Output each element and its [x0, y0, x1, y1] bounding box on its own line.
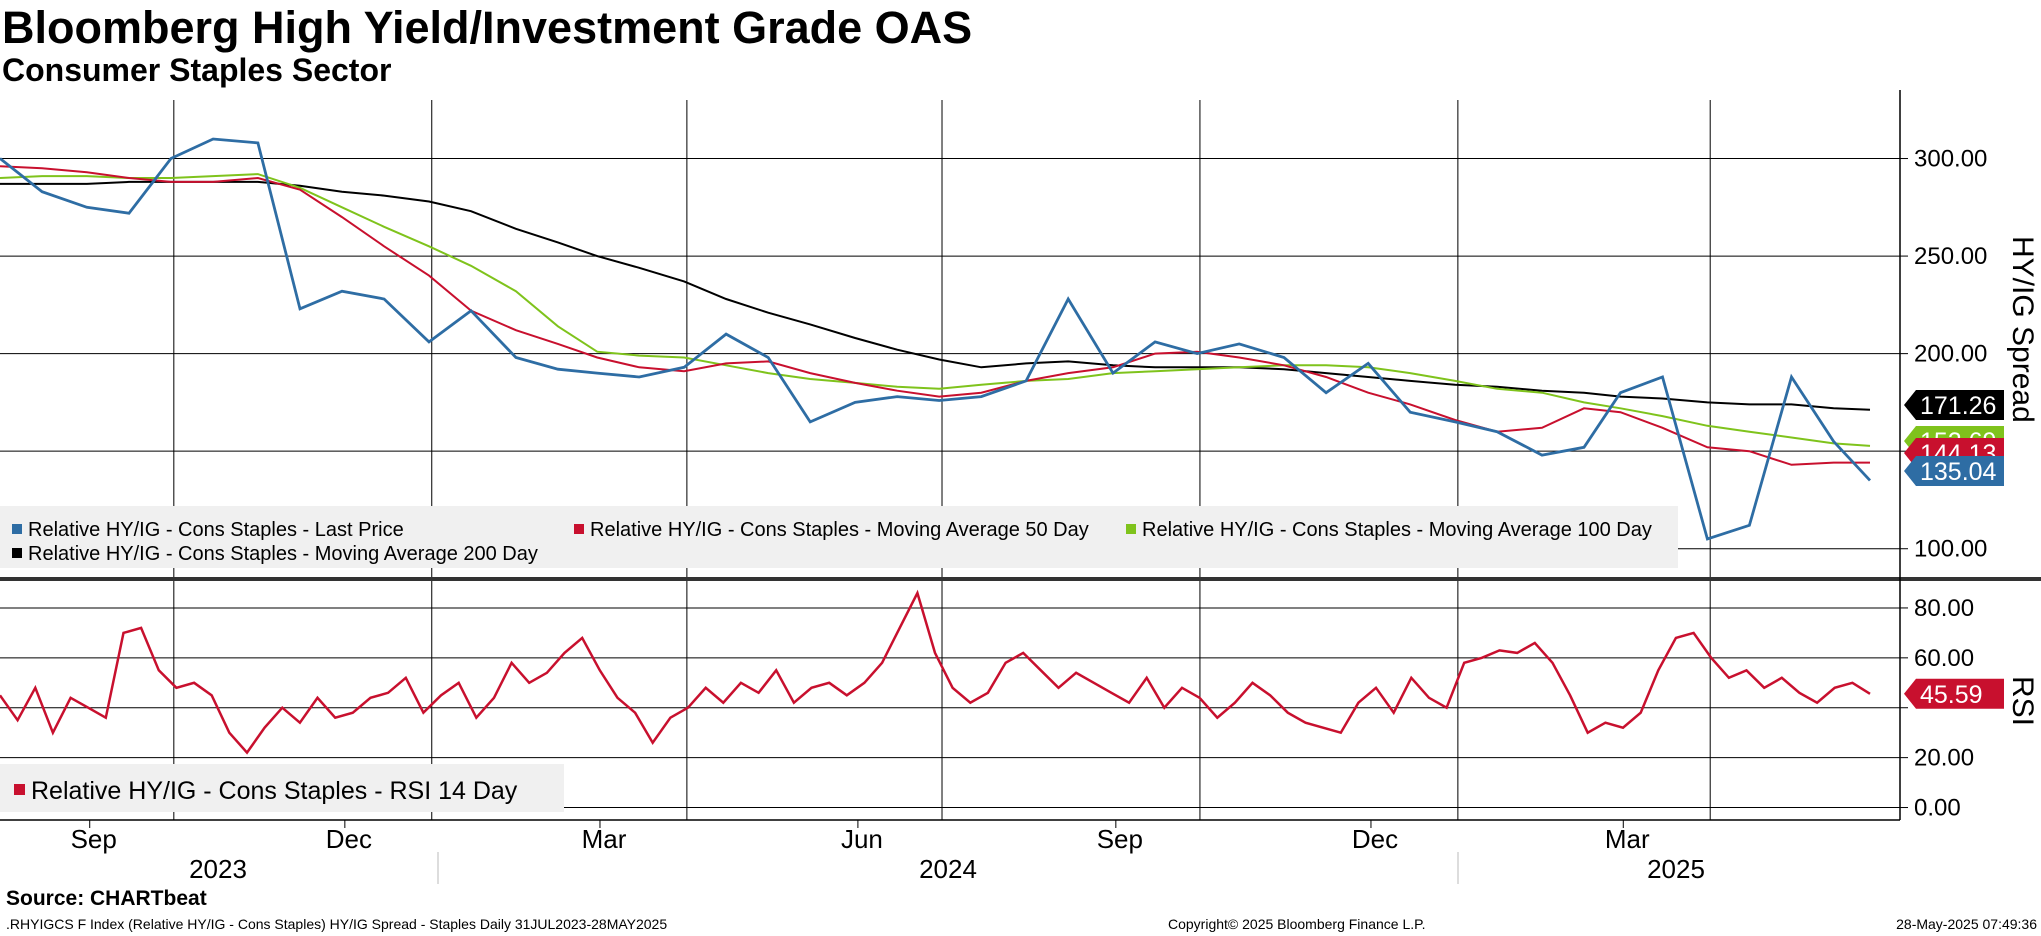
series-line-last [0, 137, 1872, 541]
x-month-label: Mar [1605, 824, 1650, 854]
upper-series-group [0, 137, 1872, 541]
value-tag-background [1904, 390, 2004, 420]
x-year-label: 2023 [189, 854, 247, 884]
y-tick-label: 20.00 [1914, 745, 1974, 772]
y-axis-title: HY/IG Spread [2006, 236, 2039, 423]
x-month-label: Mar [582, 824, 627, 854]
legend-swatch-ma200 [12, 548, 22, 558]
grid-lines [0, 100, 1900, 820]
upper-legend-box [0, 506, 1678, 568]
rsi-last-value-tag: 45.59 [1904, 678, 2004, 709]
y-tick-label: 250.00 [1914, 243, 1987, 270]
value-tag-text: 45.59 [1920, 681, 1983, 709]
x-axis-labels: Sep Dec Mar Jun Sep Dec Mar 2023 2024 2025 [71, 820, 1705, 884]
legend-swatch-ma50 [574, 524, 584, 534]
last-value-tag-last: 135.04 [1904, 456, 2004, 486]
series-line-ma50 [0, 165, 1870, 466]
x-month-label: Sep [1097, 824, 1143, 854]
legend-label-ma200: Relative HY/IG - Cons Staples - Moving A… [28, 543, 538, 565]
y-tick-label: 0.00 [1914, 795, 1961, 822]
x-month-label: Dec [1352, 824, 1398, 854]
x-month-label: Jun [841, 824, 883, 854]
footer-copyright: Copyright© 2025 Bloomberg Finance L.P. [1168, 916, 1426, 932]
chart-title: Bloomberg High Yield/Investment Grade OA… [2, 2, 973, 53]
legend-swatch-ma100 [1126, 524, 1136, 534]
footer-timestamp: 28-May-2025 07:49:36 [1896, 916, 2037, 932]
lower-legend-box [0, 764, 564, 812]
rsi-line [0, 589, 1871, 755]
value-tag-background [1904, 678, 2004, 709]
footer-index-description: .RHYIGCS F Index (Relative HY/IG - Cons … [6, 916, 668, 932]
series-line-ma200 [0, 180, 1871, 411]
last-value-tag-ma200: 171.26 [1904, 390, 2004, 420]
value-tag-background [1904, 456, 2004, 486]
x-month-label: Sep [71, 824, 117, 854]
source-note: Source: CHARTbeat [6, 887, 207, 910]
legend-swatch-last [12, 524, 22, 534]
series-line-ma100 [0, 173, 1871, 447]
legend-swatch-rsi [14, 784, 25, 795]
y-tick-label: 200.00 [1914, 341, 1987, 368]
y-tick-label: 60.00 [1914, 645, 1974, 672]
lower-y-axis: 0.00 20.00 60.00 80.00 [1900, 595, 1974, 822]
value-tag-text: 171.26 [1920, 392, 1996, 420]
rsi-axis-title: RSI [2006, 676, 2039, 726]
legend-label-ma100: Relative HY/IG - Cons Staples - Moving A… [1142, 519, 1652, 541]
chart-subtitle: Consumer Staples Sector [2, 52, 392, 88]
x-month-label: Dec [326, 824, 372, 854]
legend-label-last: Relative HY/IG - Cons Staples - Last Pri… [28, 519, 404, 541]
value-tag-text: 135.04 [1920, 458, 1997, 486]
y-tick-label: 300.00 [1914, 146, 1987, 173]
x-year-label: 2024 [919, 854, 977, 884]
y-tick-label: 80.00 [1914, 595, 1974, 622]
y-tick-label: 100.00 [1914, 536, 1987, 563]
legend-label-ma50: Relative HY/IG - Cons Staples - Moving A… [590, 519, 1089, 541]
legend-label-rsi: Relative HY/IG - Cons Staples - RSI 14 D… [31, 777, 518, 805]
x-year-label: 2025 [1647, 854, 1705, 884]
upper-y-axis: 100.00 200.00 250.00 300.00 [1900, 146, 1987, 563]
